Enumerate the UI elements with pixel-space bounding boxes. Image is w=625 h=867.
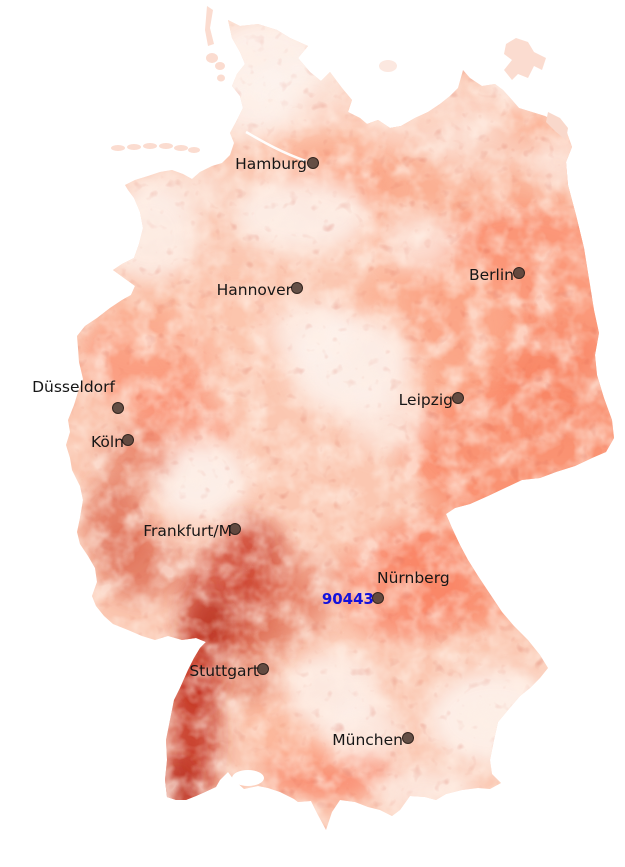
- city-dot-berlin: [513, 267, 525, 279]
- elbe-river: [245, 130, 307, 163]
- island-east-frisian-2: [127, 144, 141, 150]
- city-stuttgart: Stuttgart: [189, 662, 269, 680]
- city-markers-layer: Hamburg Berlin Hannover Düsseldorf Köln Leipz…: [32, 155, 525, 749]
- city-label-frankfurt-m: Frankfurt/M: [143, 522, 232, 540]
- island-ruegen: [504, 38, 546, 80]
- city-frankfurt-m: Frankfurt/M: [143, 522, 241, 540]
- city-k-ln: Köln: [91, 433, 134, 451]
- island-amrum: [215, 62, 225, 70]
- city-hannover: Hannover: [217, 281, 303, 299]
- island-east-frisian-3: [143, 143, 157, 149]
- city-label-k-ln: Köln: [91, 433, 124, 451]
- city-label-d-sseldorf: Düsseldorf: [32, 378, 115, 396]
- city-label-stuttgart: Stuttgart: [189, 662, 259, 680]
- city-dot-hamburg: [307, 157, 319, 169]
- city-m-nchen: München: [332, 731, 414, 749]
- city-berlin: Berlin: [469, 266, 525, 284]
- island-east-frisian-1: [111, 145, 125, 151]
- city-hamburg: Hamburg: [235, 155, 319, 173]
- city-label-leipzig: Leipzig: [399, 391, 453, 409]
- city-dot-frankfurt-m: [229, 523, 241, 535]
- islands: [111, 6, 568, 153]
- city-label-hamburg: Hamburg: [235, 155, 307, 173]
- island-usedom: [546, 112, 568, 140]
- island-pellworm: [217, 74, 225, 82]
- city-dot-hannover: [291, 282, 303, 294]
- city-dot-leipzig: [452, 392, 464, 404]
- island-east-frisian-5: [174, 145, 188, 151]
- island-sylt: [205, 6, 214, 46]
- island-fehmarn: [379, 60, 397, 72]
- lake-constance: [232, 770, 264, 786]
- city-dot-d-sseldorf: [112, 402, 124, 414]
- city-label-n-rnberg: Nürnberg: [377, 569, 450, 587]
- postal-code-layer: 90443: [322, 590, 374, 608]
- island-east-frisian-4: [159, 143, 173, 149]
- city-label-hannover: Hannover: [217, 281, 293, 299]
- island-foehr: [206, 53, 218, 63]
- city-n-rnberg: Nürnberg: [372, 569, 450, 604]
- city-leipzig: Leipzig: [399, 391, 464, 409]
- city-dot-n-rnberg: [372, 592, 384, 604]
- city-label-berlin: Berlin: [469, 266, 514, 284]
- city-dot-k-ln: [122, 434, 134, 446]
- city-label-m-nchen: München: [332, 731, 403, 749]
- island-east-frisian-6: [188, 147, 200, 153]
- city-dot-stuttgart: [257, 663, 269, 675]
- city-dot-m-nchen: [402, 732, 414, 744]
- city-d-sseldorf: Düsseldorf: [32, 378, 124, 414]
- postal-code-label: 90443: [322, 590, 374, 608]
